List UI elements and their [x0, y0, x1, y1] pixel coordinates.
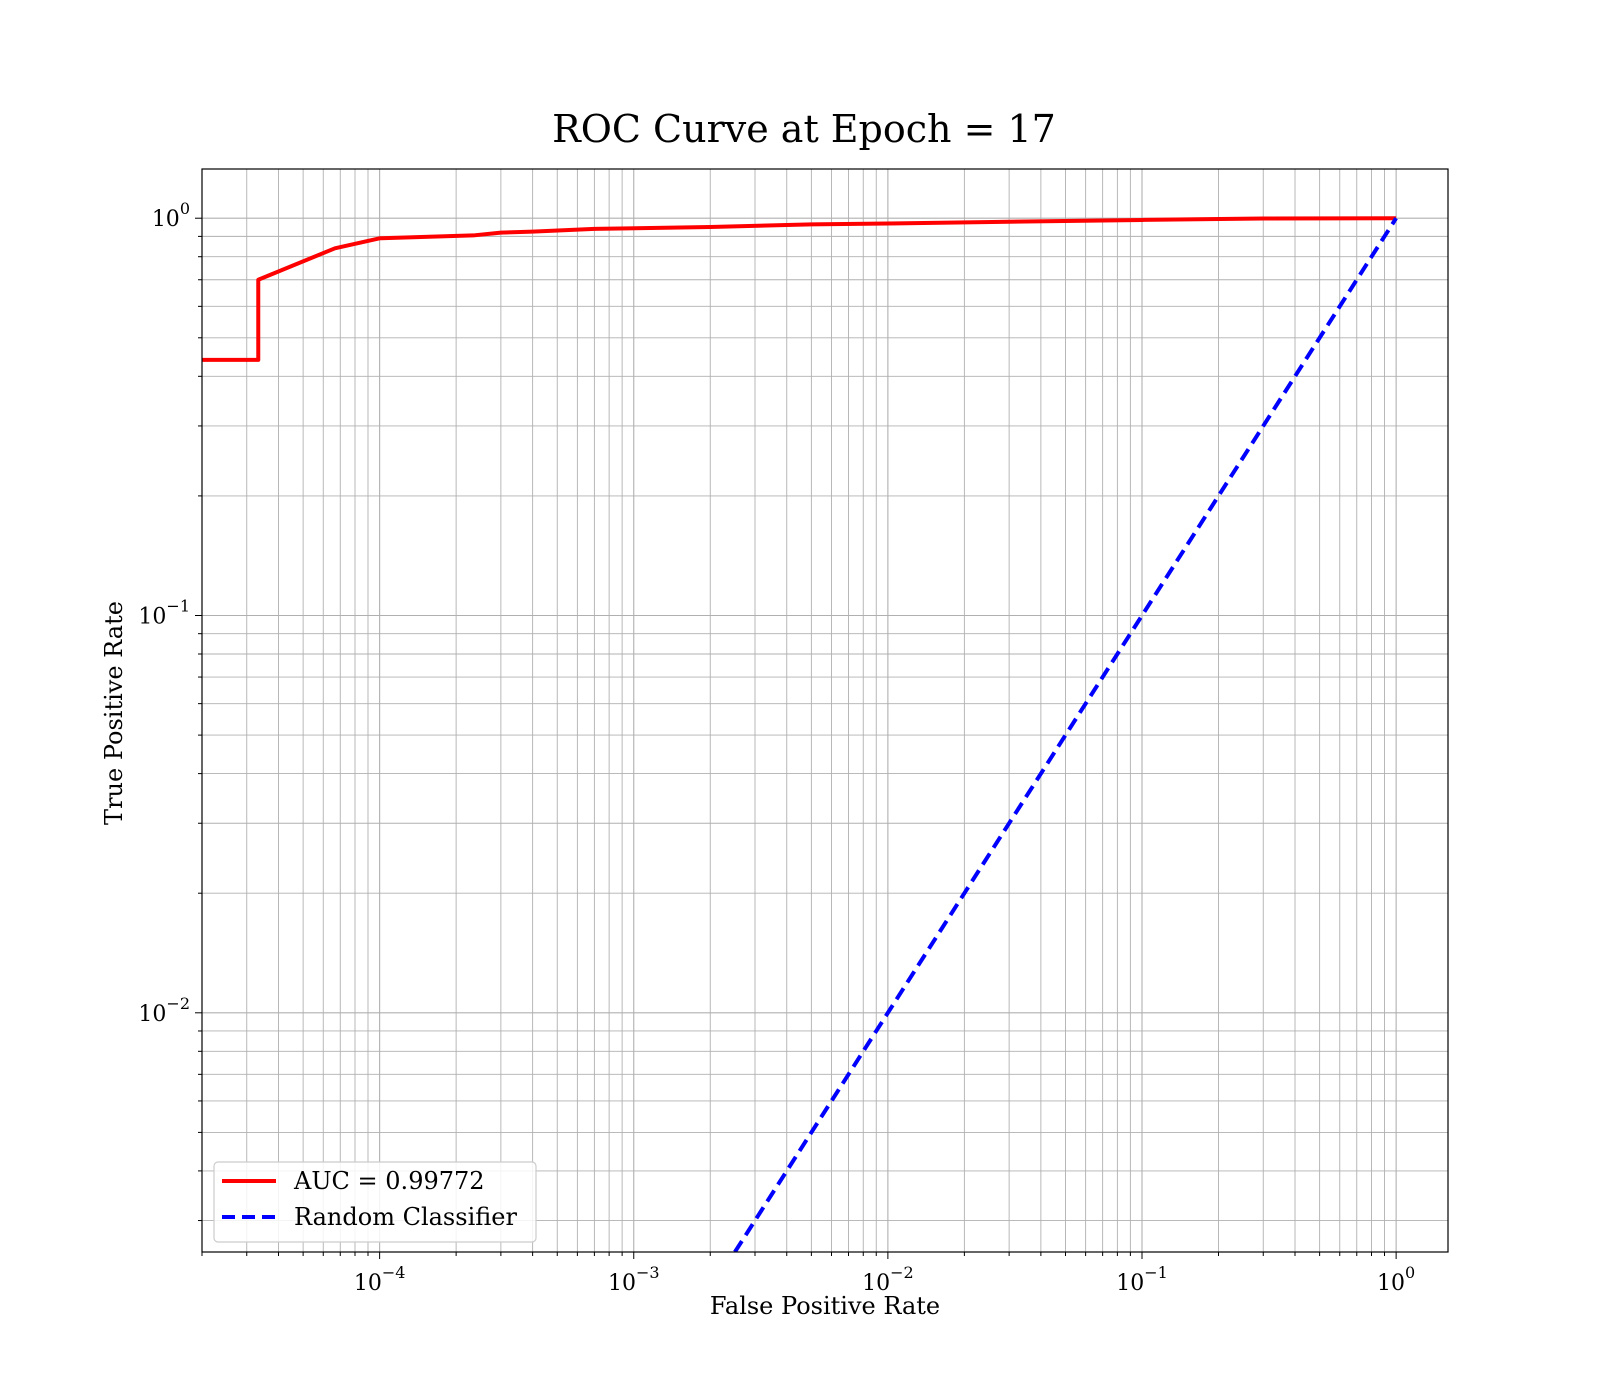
roc-curve-line	[202, 216, 1397, 362]
x-tick-label: 10−2	[862, 1263, 914, 1296]
legend: AUC = 0.99772 Random Classifier	[213, 1161, 537, 1243]
x-tick-label: 10−4	[354, 1263, 406, 1296]
y-tick-label: 10−2	[138, 994, 190, 1027]
x-tick-label: 100	[1377, 1263, 1415, 1296]
series-layer	[202, 216, 1398, 1252]
tick-marks	[195, 217, 1397, 1259]
y-tick-label: 10−1	[138, 597, 190, 630]
random-classifier-line	[733, 217, 1398, 1252]
legend-label-random: Random Classifier	[294, 1203, 517, 1231]
x-tick-label: 10−3	[608, 1263, 660, 1296]
chart-title: ROC Curve at Epoch = 17	[552, 107, 1056, 151]
x-axis-label: False Positive Rate	[710, 1292, 940, 1320]
y-axis-label: True Positive Rate	[100, 601, 128, 825]
legend-box	[213, 1161, 537, 1243]
grid-lines	[201, 169, 1448, 1252]
tick-labels: 10−4 10−3 10−2 10−1 100 10−2 10−1 100	[138, 199, 1415, 1296]
plot-frame	[201, 168, 1449, 1253]
y-tick-label: 100	[152, 199, 190, 232]
legend-label-auc: AUC = 0.99772	[293, 1167, 485, 1195]
x-tick-label: 10−1	[1116, 1263, 1168, 1296]
